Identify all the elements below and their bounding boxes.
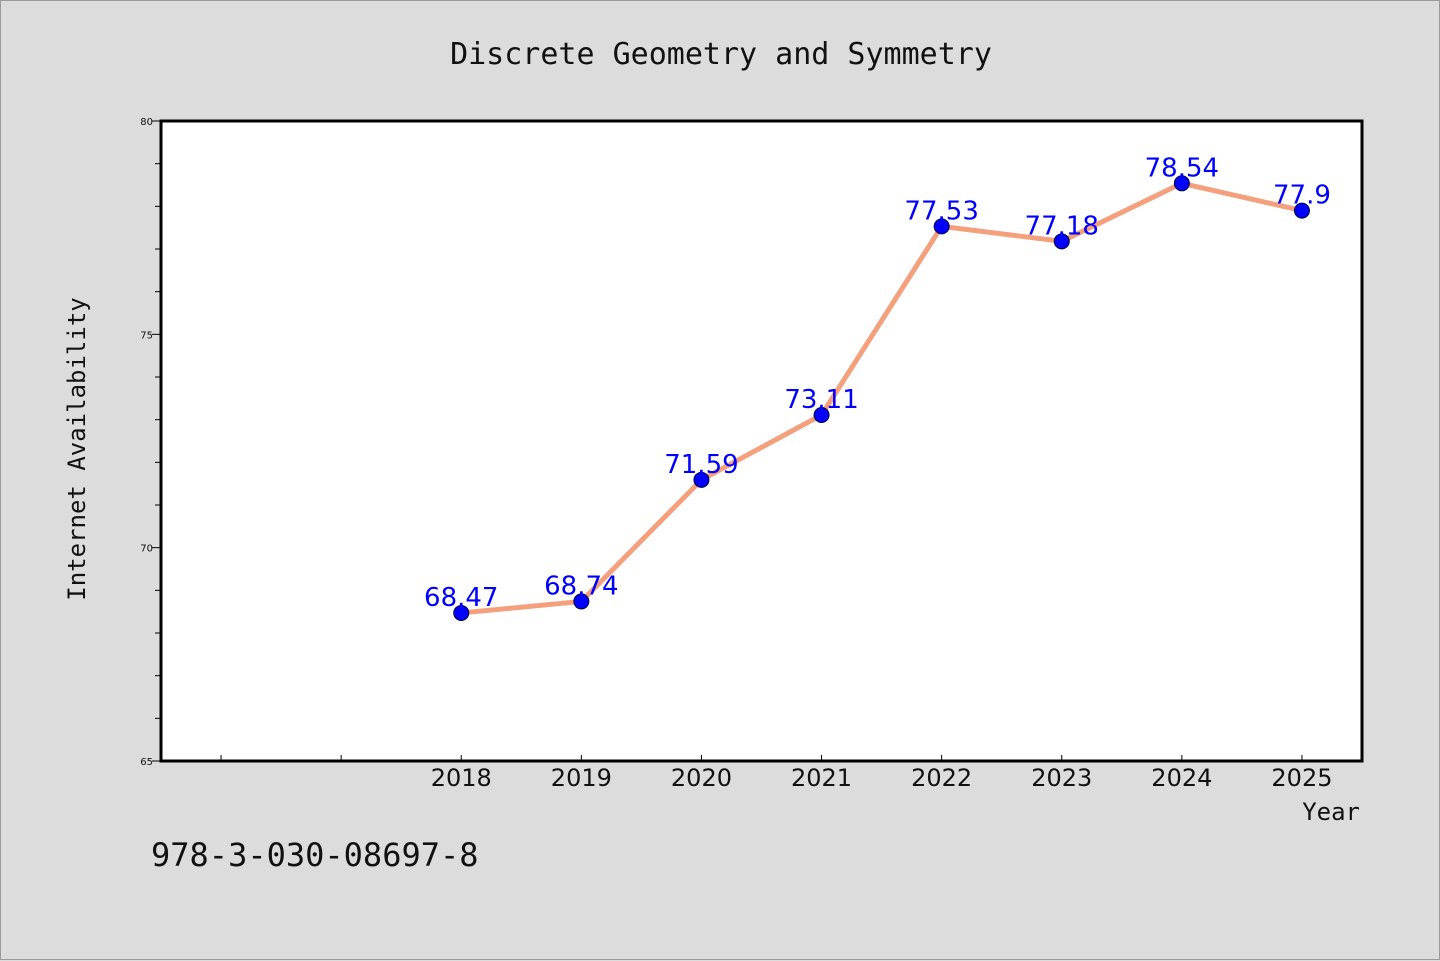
x-tick-label: 2019 — [551, 764, 612, 792]
x-tick-label: 2020 — [671, 764, 732, 792]
y-axis: 65 70 75 80 — [140, 117, 161, 768]
data-label: 68.74 — [544, 571, 618, 601]
data-label: 71.59 — [664, 450, 738, 480]
series-line — [461, 180, 1303, 616]
x-tick-label: 2024 — [1151, 764, 1212, 792]
data-label: 77.18 — [1025, 211, 1099, 241]
data-point — [573, 593, 590, 610]
data-point — [1173, 175, 1190, 192]
x-tick-label: 2025 — [1271, 764, 1332, 792]
y-tick-label: 70 — [140, 544, 153, 555]
data-point — [693, 471, 710, 488]
x-tick-label: 2018 — [431, 764, 492, 792]
data-label: 68.47 — [424, 583, 498, 613]
data-label: 77.53 — [904, 196, 978, 226]
data-point — [933, 218, 950, 235]
chart-title: Discrete Geometry and Symmetry — [450, 37, 992, 72]
y-tick-label: 80 — [140, 117, 153, 128]
series-internet-availability: 68.47 68.74 71.59 73.11 77.53 77.18 78.54 77.9 — [424, 153, 1331, 621]
x-tick-label: 2022 — [911, 764, 972, 792]
data-label: 77.9 — [1273, 181, 1331, 211]
plot-area — [159, 119, 1364, 763]
data-label: 78.54 — [1145, 153, 1219, 183]
x-axis: 2018 2019 2020 2021 2022 2023 2024 2025 — [220, 755, 1332, 792]
data-point — [813, 406, 830, 423]
y-axis-label: Internet Availability — [63, 297, 91, 600]
y-tick-label: 75 — [140, 330, 153, 341]
data-point — [453, 604, 470, 621]
data-point — [1293, 202, 1310, 219]
data-point — [1053, 233, 1070, 250]
x-axis-label: Year — [1302, 798, 1360, 826]
x-tick-label: 2023 — [1031, 764, 1092, 792]
x-tick-label: 2021 — [791, 764, 852, 792]
isbn-text: 978-3-030-08697-8 — [151, 836, 479, 874]
y-tick-label: 65 — [140, 757, 153, 768]
data-label: 73.11 — [784, 385, 858, 415]
